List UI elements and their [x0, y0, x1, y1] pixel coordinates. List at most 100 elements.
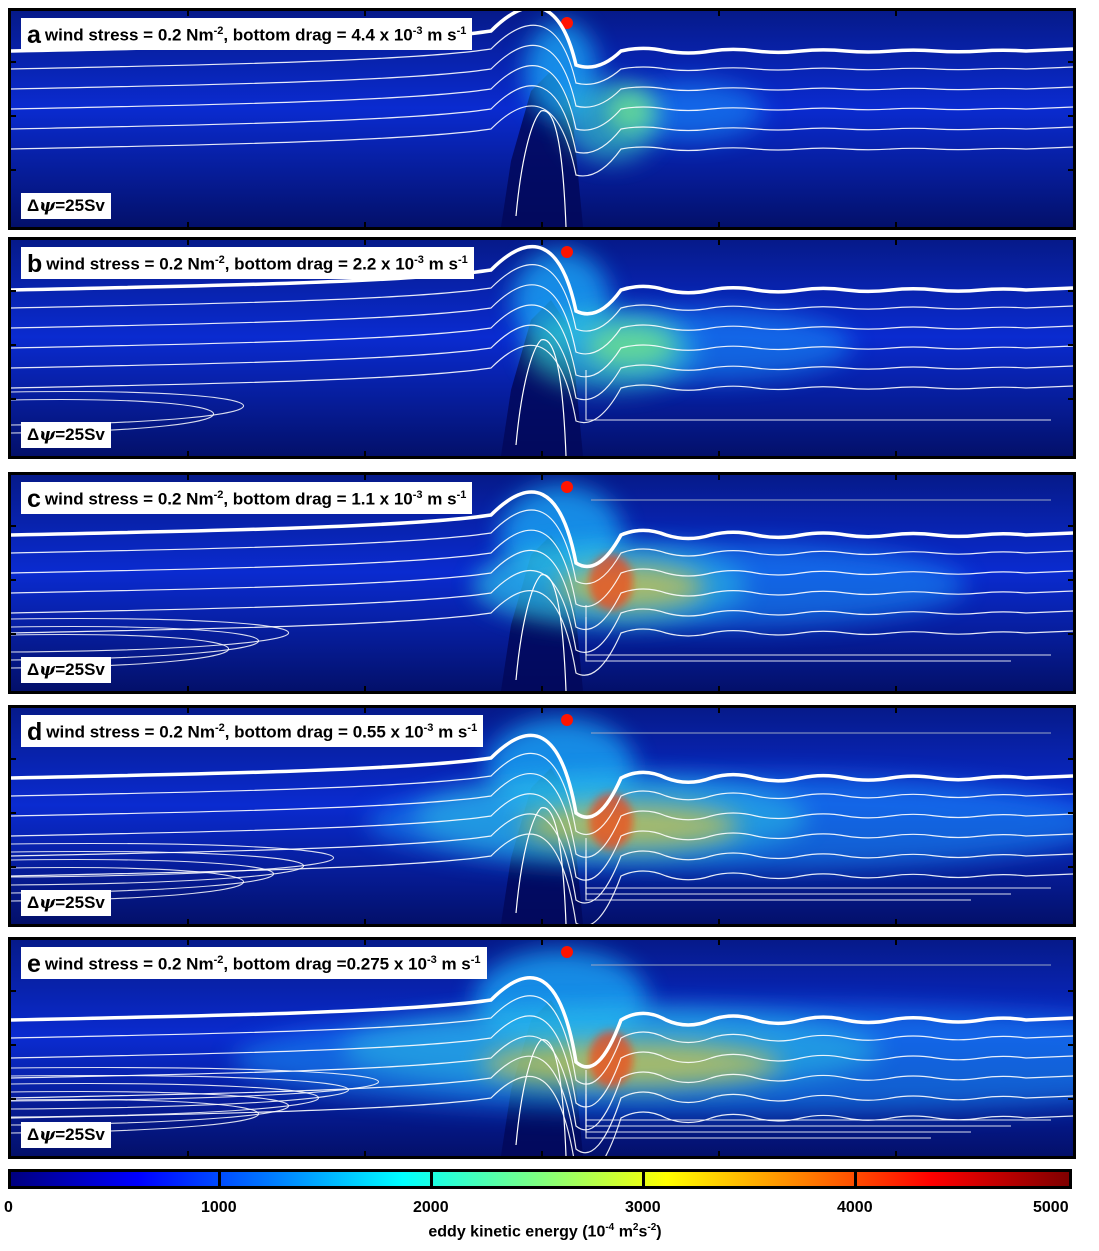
contour-interval-value: =25Sv — [55, 893, 105, 912]
streamline — [11, 793, 1073, 881]
wind-stress-label: wind stress = 0.2 Nm — [46, 254, 215, 274]
eke-peak — [561, 17, 573, 29]
contour-interval-label: Δψ=25Sv — [21, 890, 111, 916]
exponent: -3 — [414, 254, 424, 266]
colorbar-title-exp: -4 — [605, 1222, 615, 1233]
eke-hotspot — [589, 554, 633, 610]
eke-hotspot — [589, 1031, 633, 1087]
drag-unit: m s — [423, 254, 458, 274]
psi-symbol: ψ — [39, 893, 56, 913]
streamline — [515, 807, 567, 924]
colorbar-title-pre: eddy kinetic energy (10 — [428, 1223, 606, 1241]
panel-letter: b — [27, 249, 43, 278]
contour-interval-label: Δψ=25Sv — [21, 193, 111, 219]
eastern-gyre-contour — [585, 1106, 931, 1139]
panel-letter: d — [27, 717, 43, 746]
exponent: -3 — [426, 954, 437, 966]
streamline — [11, 752, 1073, 836]
streamline — [11, 1015, 1073, 1108]
wind-stress-label: wind stress = 0.2 Nm — [46, 722, 215, 742]
panel-title: d wind stress = 0.2 Nm-2, bottom drag = 0… — [21, 715, 484, 747]
exponent: -1 — [467, 722, 478, 734]
exponent: -2 — [213, 954, 224, 966]
delta-symbol: Δ — [27, 196, 40, 215]
panel-d: d wind stress = 0.2 Nm-2, bottom drag = 0… — [8, 705, 1076, 927]
streamline — [11, 304, 1073, 378]
eastern-gyre-contour — [585, 370, 1051, 421]
streamline — [11, 264, 1073, 332]
contour-interval-value: =25Sv — [55, 660, 105, 679]
eke-hotspot — [589, 793, 633, 849]
colorbar-tick-label: 4000 — [837, 1199, 873, 1216]
panel-a: a wind stress = 0.2 Nm-2, bottom drag = 4… — [8, 8, 1076, 230]
streamline — [11, 590, 1073, 676]
streamline — [11, 772, 1073, 858]
exponent: -3 — [412, 25, 423, 37]
contour-interval-value: =25Sv — [55, 196, 105, 215]
streamline — [11, 995, 1073, 1085]
contour-interval-label: Δψ=25Sv — [21, 422, 111, 448]
streamline — [11, 813, 1073, 904]
colorbar-tick-label: 2000 — [413, 1199, 449, 1216]
psi-symbol: ψ — [39, 1125, 56, 1145]
colorbar-tick-label: 5000 — [1033, 1199, 1069, 1216]
drag-unit: m s — [436, 954, 471, 974]
panel-letter: c — [27, 484, 41, 513]
exponent: -2 — [213, 489, 224, 501]
eke-blob — [607, 89, 655, 133]
streamline — [11, 509, 1073, 585]
western-gyre-contour — [11, 390, 245, 426]
contour-interval-label: Δψ=25Sv — [21, 1122, 111, 1148]
exponent: -1 — [456, 489, 467, 501]
exponent: -1 — [470, 954, 481, 966]
drag-unit: m s — [433, 722, 468, 742]
panel-title: e wind stress = 0.2 Nm-2, bottom drag =0.… — [21, 947, 487, 979]
panel-title: a wind stress = 0.2 Nm-2, bottom drag = 4… — [21, 18, 473, 50]
panel-b: b wind stress = 0.2 Nm-2, bottom drag = 2… — [8, 237, 1076, 459]
streamline — [11, 85, 1073, 154]
colorbar-title-mid: m — [614, 1223, 633, 1241]
western-gyre-contour — [11, 842, 334, 878]
colorbar-title-mid2: s — [638, 1223, 648, 1241]
zero-streamline — [11, 975, 1073, 1069]
wind-stress-label: wind stress = 0.2 Nm — [44, 489, 214, 509]
colorbar-tick-label: 1000 — [201, 1199, 237, 1216]
streamline — [11, 549, 1073, 631]
colorbar-tick-label: 0 — [4, 1199, 13, 1216]
psi-symbol: ψ — [39, 425, 56, 445]
colorbar-divider — [854, 1169, 857, 1189]
zero-streamline — [11, 490, 1073, 569]
zero-streamline — [11, 244, 1073, 316]
eke-blob — [476, 543, 966, 627]
panel-c: c wind stress = 0.2 Nm-2, bottom drag = 1… — [8, 472, 1076, 694]
streamline — [11, 344, 1073, 424]
wind-stress-label: wind stress = 0.2 Nm — [44, 954, 214, 974]
exponent: -1 — [457, 254, 468, 266]
contour-interval-value: =25Sv — [55, 425, 105, 444]
streamline — [11, 284, 1073, 355]
streamline — [515, 110, 567, 227]
eke-field-c — [11, 475, 1073, 691]
bottom-drag-label: , bottom drag = 0.55 x 10 — [224, 722, 424, 742]
streamline — [515, 1039, 567, 1156]
colorbar — [8, 1169, 1072, 1189]
streamline — [11, 833, 1073, 924]
exponent: -2 — [213, 25, 224, 37]
colorbar-divider — [218, 1169, 221, 1189]
colorbar-title-exp: 2 — [632, 1222, 639, 1233]
bottom-drag-label: , bottom drag = 4.4 x 10 — [223, 25, 413, 45]
streamline — [11, 1055, 1073, 1154]
drag-unit: m s — [422, 489, 457, 509]
wind-stress-label: wind stress = 0.2 Nm — [44, 25, 214, 45]
western-gyre-contour — [11, 617, 290, 653]
western-gyre-contour — [11, 625, 259, 661]
colorbar-tick-label: 3000 — [625, 1199, 661, 1216]
streamline — [11, 24, 1073, 85]
streamline — [11, 65, 1073, 131]
bottom-drag-label: , bottom drag =0.275 x 10 — [223, 954, 427, 974]
exponent: -3 — [423, 722, 434, 734]
western-gyre-contour — [11, 866, 245, 902]
streamline — [11, 1035, 1073, 1131]
streamline — [11, 569, 1073, 653]
streamline — [515, 339, 567, 456]
